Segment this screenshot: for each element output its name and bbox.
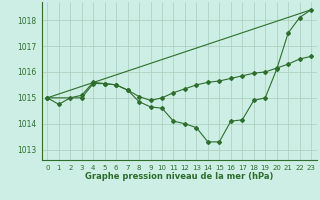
X-axis label: Graphe pression niveau de la mer (hPa): Graphe pression niveau de la mer (hPa) <box>85 172 273 181</box>
